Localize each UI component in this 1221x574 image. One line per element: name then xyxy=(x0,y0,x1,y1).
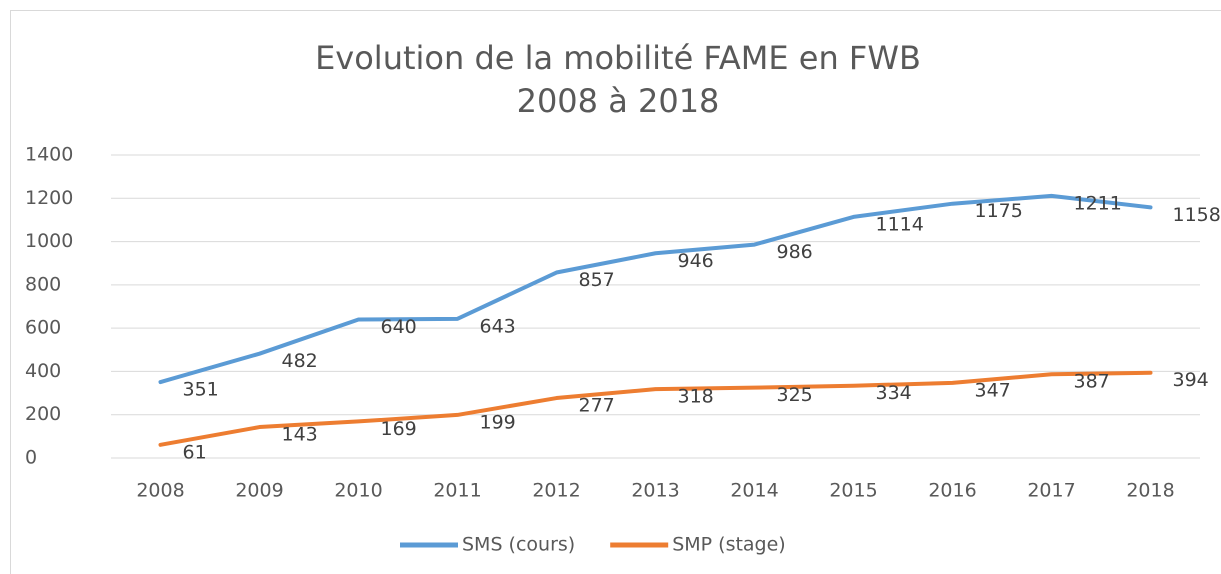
chart-border xyxy=(10,10,1221,574)
x-tick-label: 2012 xyxy=(532,480,580,502)
data-label: 334 xyxy=(876,382,912,404)
data-label: 482 xyxy=(282,350,318,372)
x-tick-label: 2013 xyxy=(631,480,679,502)
x-tick-label: 2018 xyxy=(1126,480,1174,502)
data-label: 394 xyxy=(1173,369,1209,391)
data-label: 1175 xyxy=(975,200,1023,222)
y-tick-label: 0 xyxy=(25,447,37,469)
legend-label: SMP (stage) xyxy=(672,534,786,556)
y-tick-label: 600 xyxy=(25,317,61,339)
data-label: 857 xyxy=(579,269,615,291)
x-tick-label: 2008 xyxy=(136,480,184,502)
data-label: 199 xyxy=(480,411,516,433)
data-label: 61 xyxy=(183,441,207,463)
series-line xyxy=(158,193,1153,385)
data-label: 169 xyxy=(381,418,417,440)
data-label: 986 xyxy=(777,241,813,263)
data-label: 351 xyxy=(183,379,219,401)
y-tick-label: 1000 xyxy=(25,230,73,252)
legend-label: SMS (cours) xyxy=(462,534,575,556)
x-tick-label: 2017 xyxy=(1027,480,1075,502)
x-tick-label: 2016 xyxy=(928,480,976,502)
data-label: 946 xyxy=(678,250,714,272)
chart-title: 2008 à 2018 xyxy=(517,82,720,120)
y-tick-label: 400 xyxy=(25,360,61,382)
data-label: 387 xyxy=(1074,371,1110,393)
data-label: 640 xyxy=(381,316,417,338)
y-tick-label: 1400 xyxy=(25,144,73,166)
data-label: 318 xyxy=(678,386,714,408)
x-tick-label: 2015 xyxy=(829,480,877,502)
data-label: 143 xyxy=(282,424,318,446)
data-label: 277 xyxy=(579,395,615,417)
data-label: 1114 xyxy=(876,213,924,235)
data-label: 347 xyxy=(975,379,1011,401)
data-label: 325 xyxy=(777,384,813,406)
x-tick-label: 2009 xyxy=(235,480,283,502)
chart-title: Evolution de la mobilité FAME en FWB xyxy=(315,39,921,77)
y-tick-label: 800 xyxy=(25,273,61,295)
x-tick-label: 2011 xyxy=(433,480,481,502)
y-tick-label: 1200 xyxy=(25,187,73,209)
data-label: 1211 xyxy=(1074,192,1122,214)
series-line xyxy=(158,370,1153,447)
data-label: 643 xyxy=(480,315,516,337)
x-tick-label: 2010 xyxy=(334,480,382,502)
data-label: 1158 xyxy=(1173,204,1221,226)
x-tick-label: 2014 xyxy=(730,480,778,502)
y-tick-label: 200 xyxy=(25,403,61,425)
